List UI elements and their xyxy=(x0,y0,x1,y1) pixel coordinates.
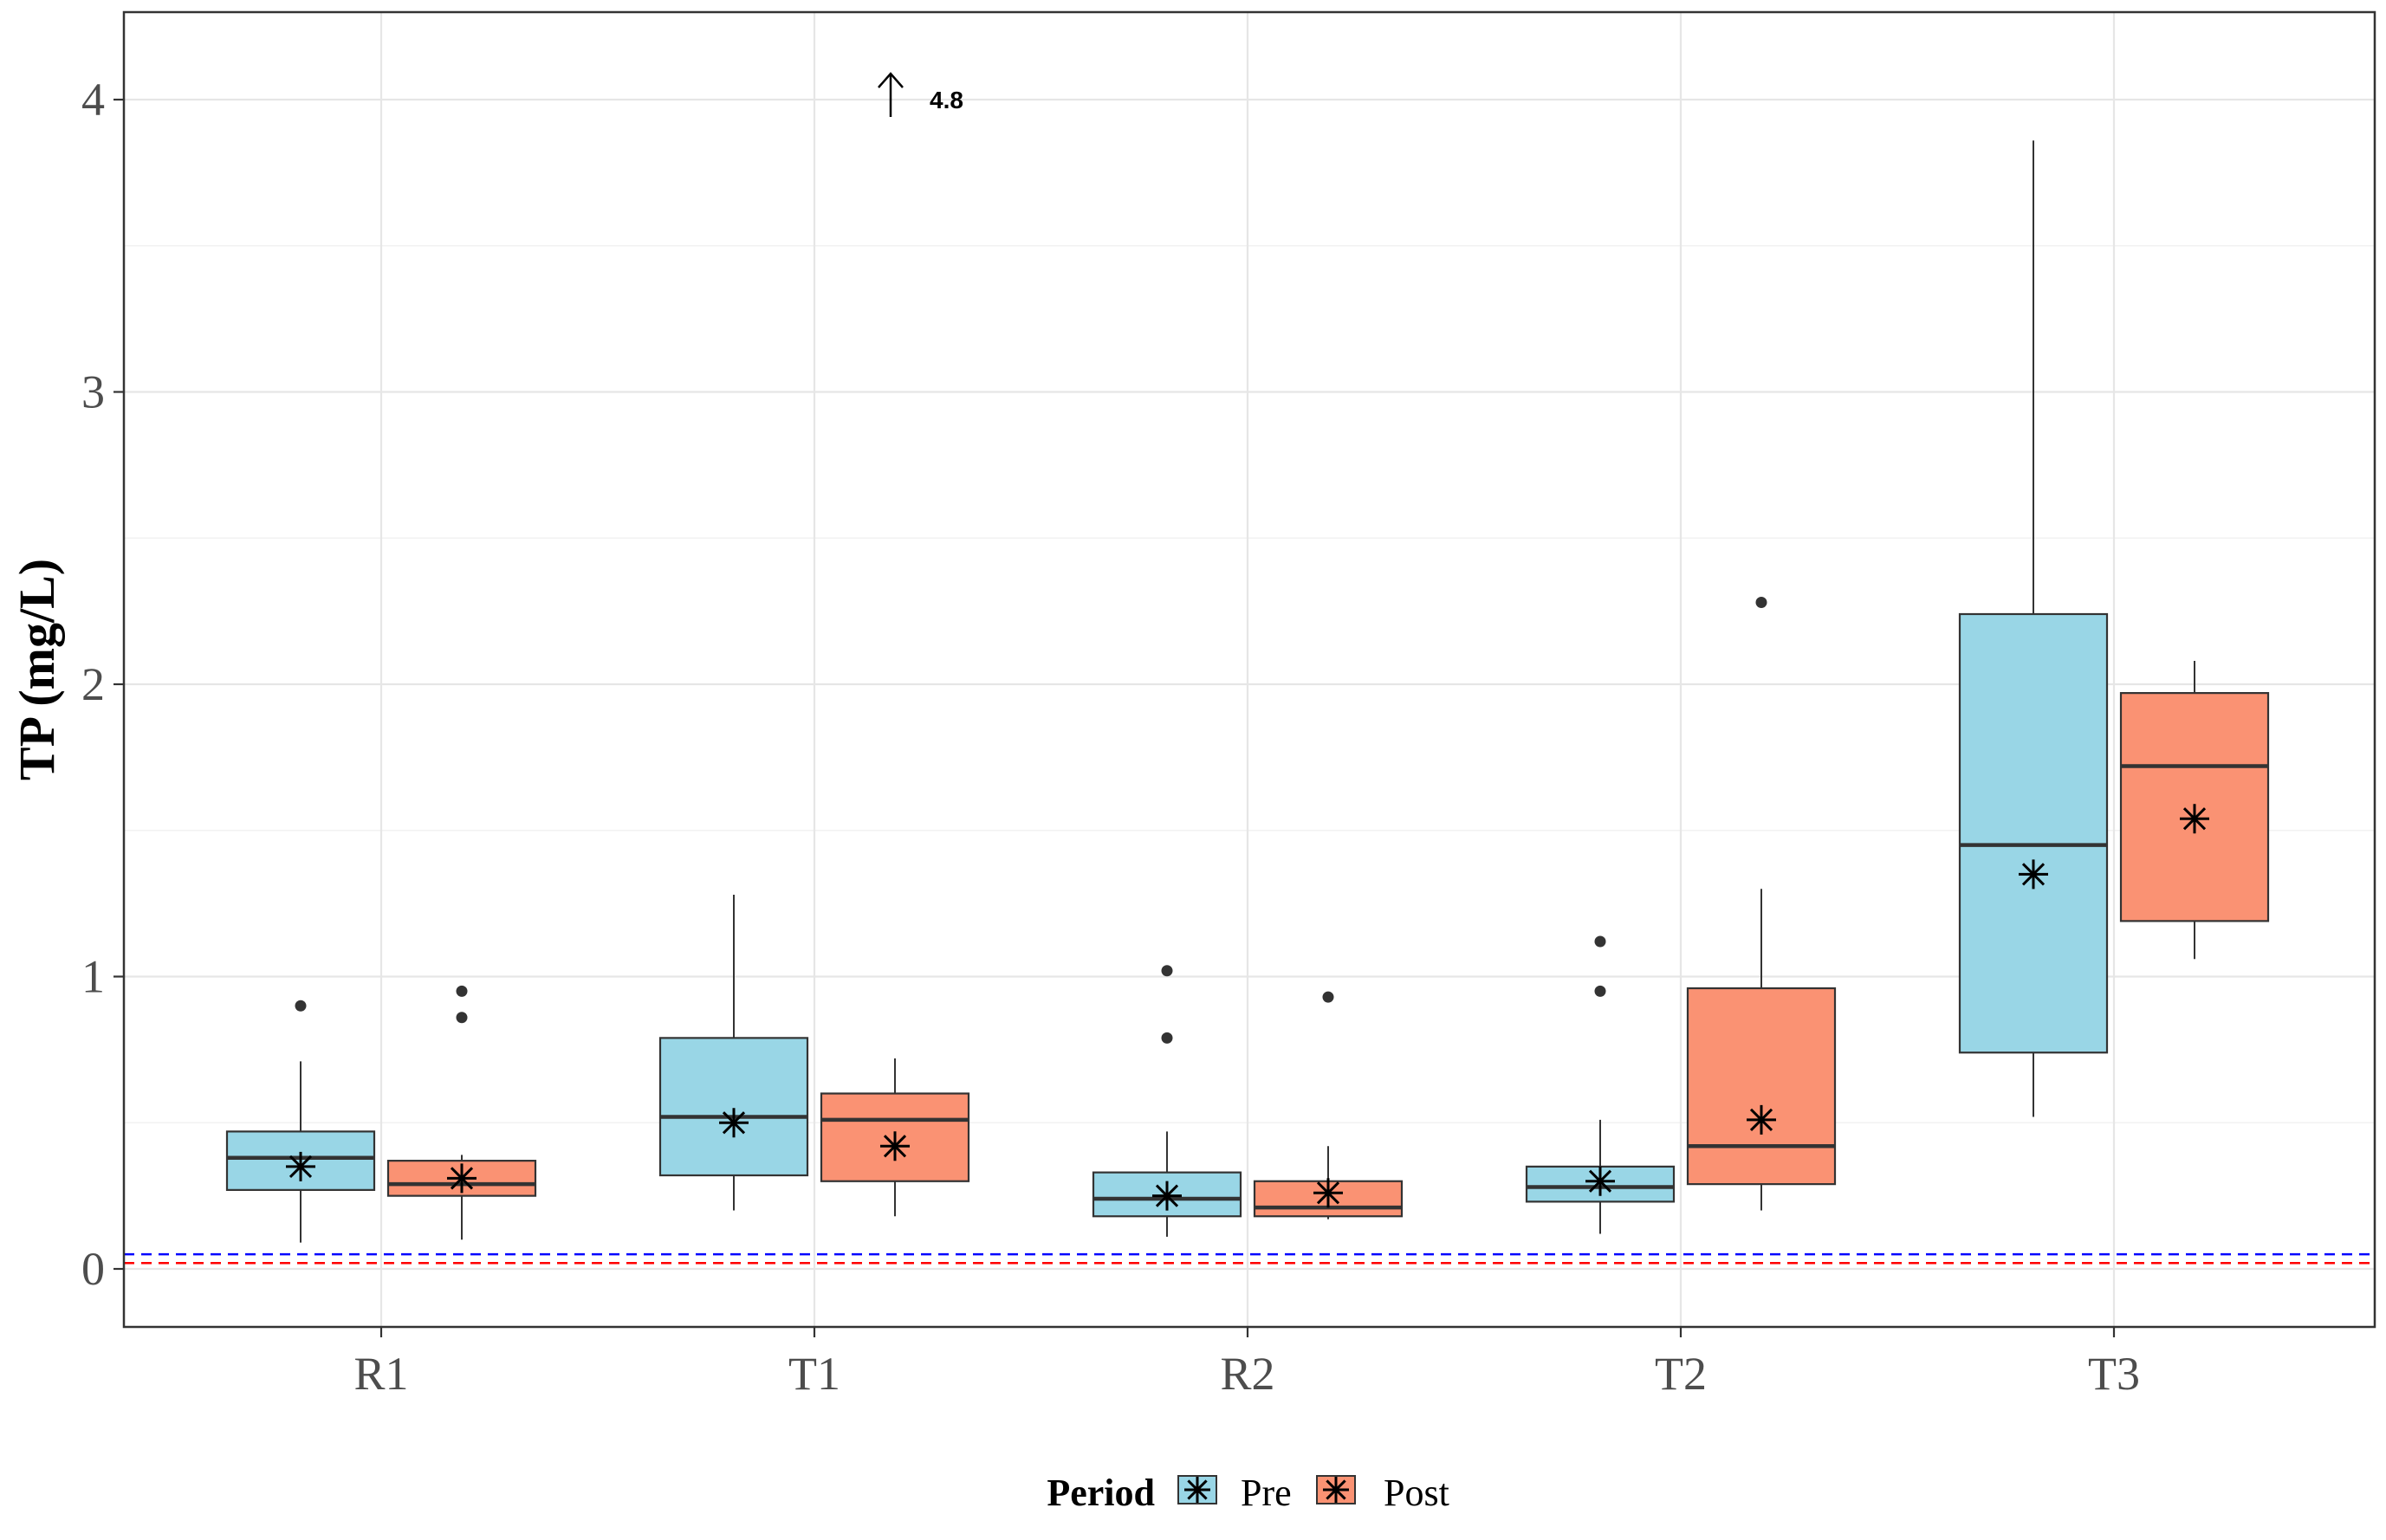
annotations: 4.8 xyxy=(878,72,963,117)
outlier-point xyxy=(1161,1032,1173,1044)
mean-marker-stroke xyxy=(1316,1181,1340,1205)
outlier-point xyxy=(456,1012,468,1024)
legend: Period Pre Post xyxy=(1047,1472,1449,1514)
reference-lines xyxy=(124,1252,2375,1265)
box-post-R2 xyxy=(1253,991,1404,1220)
mean-marker-stroke xyxy=(1187,1479,1208,1500)
outlier-point xyxy=(1755,597,1767,608)
outlier-point xyxy=(295,1000,307,1012)
y-tick-label: 3 xyxy=(81,366,105,418)
boxes xyxy=(225,140,2270,1243)
annotation-text: 4.8 xyxy=(930,87,963,113)
y-axis-title: TP (mg/L) xyxy=(9,559,65,780)
box-post-T1 xyxy=(820,1058,970,1217)
legend-key-post xyxy=(1316,1475,1356,1504)
box-iqr xyxy=(2119,692,2270,922)
mean-marker-stroke xyxy=(2021,863,2046,886)
outlier-point xyxy=(1322,991,1334,1003)
mean-marker xyxy=(1585,1166,1615,1196)
mean-marker xyxy=(1323,1477,1349,1503)
mean-marker xyxy=(1152,1181,1182,1211)
outlier-point xyxy=(456,985,468,997)
outlier-point xyxy=(1161,965,1173,977)
outlier-point xyxy=(1594,985,1606,997)
y-tick-label: 2 xyxy=(81,658,105,710)
mean-marker-stroke xyxy=(1326,1479,1346,1500)
mean-marker-stroke xyxy=(2182,807,2207,831)
mean-marker-stroke xyxy=(289,1155,313,1178)
mean-marker-stroke xyxy=(1749,1108,1773,1131)
mean-marker xyxy=(1747,1104,1776,1135)
box-post-T2 xyxy=(1686,597,1837,1211)
axes: 0 1 2 3 4 R1 T1 R2 T2 T3 xyxy=(81,74,2140,1400)
mean-marker xyxy=(880,1131,910,1161)
mean-marker-stroke xyxy=(883,1135,907,1158)
mean-marker xyxy=(447,1163,477,1194)
mean-marker-stroke xyxy=(1155,1184,1179,1207)
x-tick-label-R2: R2 xyxy=(1220,1348,1274,1400)
y-tick-label: 0 xyxy=(81,1243,105,1295)
legend-label-post: Post xyxy=(1384,1472,1449,1514)
legend-label-pre: Pre xyxy=(1241,1472,1292,1514)
box-pre-R1 xyxy=(225,1000,376,1243)
mean-marker xyxy=(2180,804,2209,834)
mean-marker xyxy=(2019,859,2048,890)
box-post-T3 xyxy=(2119,661,2270,960)
x-tick-label-T2: T2 xyxy=(1655,1348,1707,1400)
mean-marker xyxy=(286,1151,315,1181)
mean-marker-stroke xyxy=(450,1167,474,1190)
outlier-point xyxy=(1594,935,1606,948)
mean-marker xyxy=(1313,1178,1343,1208)
box-pre-T2 xyxy=(1525,935,1676,1234)
mean-marker xyxy=(1184,1477,1210,1503)
x-tick-label-T1: T1 xyxy=(788,1348,840,1400)
box-pre-T3 xyxy=(1958,140,2109,1117)
plot-panel-border xyxy=(122,10,2376,1329)
y-tick-label: 1 xyxy=(81,951,105,1003)
y-tick-label: 4 xyxy=(81,74,105,126)
annotation-arrow-label: 4.8 xyxy=(878,72,963,117)
mean-marker-stroke xyxy=(1588,1169,1612,1193)
mean-marker-stroke xyxy=(722,1111,746,1135)
mean-marker xyxy=(719,1108,749,1138)
box-iqr xyxy=(1958,612,2109,1054)
box-post-R1 xyxy=(386,985,537,1240)
box-iqr xyxy=(1686,987,1837,1186)
box-pre-R2 xyxy=(1092,965,1242,1237)
box-pre-T1 xyxy=(658,895,809,1211)
x-tick-label-T3: T3 xyxy=(2088,1348,2140,1400)
legend-key-pre xyxy=(1177,1475,1217,1504)
legend-title: Period xyxy=(1047,1472,1155,1514)
box-iqr xyxy=(658,1037,809,1177)
arrow-head xyxy=(878,72,904,88)
x-tick-label-R1: R1 xyxy=(353,1348,408,1400)
grid xyxy=(124,12,2375,1327)
